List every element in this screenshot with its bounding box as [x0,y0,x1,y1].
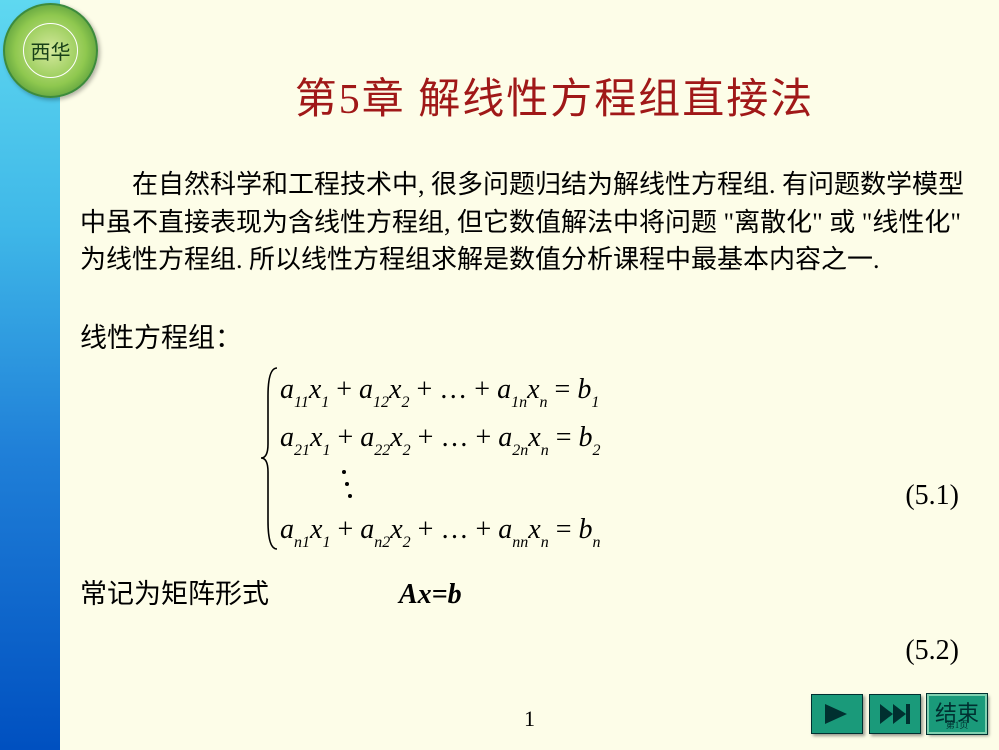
university-logo: 西华 [3,3,98,98]
equation-row: an1x1 + an2x2 + … + annxn = bn [280,506,969,554]
fast-forward-button[interactable] [869,694,921,734]
end-sub-label: 第1页 [946,721,969,730]
sidebar-gradient [0,0,60,750]
equation-row: a11x1 + a12x2 + … + a1nxn = b1 [280,366,969,414]
intro-paragraph: 在自然科学和工程技术中, 很多问题归结为解线性方程组. 有问题数学模型中虽不直接… [80,166,969,279]
equation-number-2: (5.2) [905,635,959,667]
nav-button-group: 结束 第1页 [811,694,987,734]
matrix-formula: Ax=b [399,579,462,611]
next-button[interactable] [811,694,863,734]
equation-row: a21x1 + a22x2 + … + a2nxn = b2 [280,414,969,462]
matrix-form-line: 常记为矩阵形式 Ax=b [80,572,969,611]
end-button[interactable]: 结束 第1页 [927,694,987,734]
matrix-label: 常记为矩阵形式 [80,572,269,611]
system-label: 线性方程组： [80,319,969,358]
page-number: 1 [524,706,535,732]
left-brace-icon [260,366,280,551]
equation-system: a11x1 + a12x2 + … + a1nxn = b1a21x1 + a2… [280,366,969,554]
equation-number-1: (5.1) [905,480,959,512]
logo-center-text: 西华 [23,23,78,78]
paragraph-text: 在自然科学和工程技术中, 很多问题归结为解线性方程组. 有问题数学模型中虽不直接… [80,170,964,274]
vertical-dots-icon [280,462,969,506]
slide-content: 第5章 解线性方程组直接法 在自然科学和工程技术中, 很多问题归结为解线性方程组… [60,0,999,750]
chapter-title: 第5章 解线性方程组直接法 [140,65,969,126]
